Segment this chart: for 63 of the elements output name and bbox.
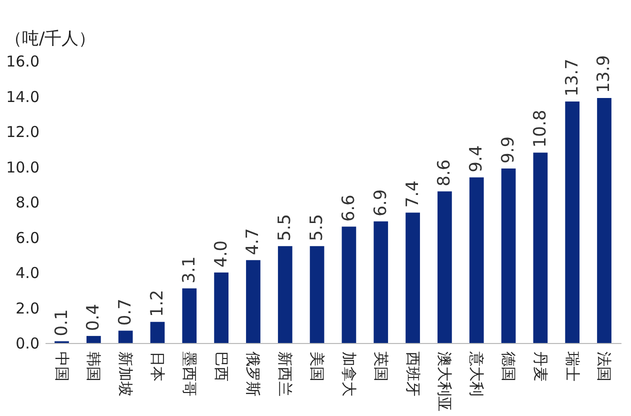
y-tick-label: 16.0 (6, 52, 40, 70)
bar (310, 246, 324, 343)
x-tick-label: 加拿大 (340, 352, 358, 396)
bar (150, 322, 165, 343)
x-tick-label: 英国 (372, 352, 390, 382)
data-label: 10.8 (530, 110, 550, 148)
bar (278, 246, 292, 343)
data-label: 5.5 (307, 214, 328, 242)
bar (438, 191, 452, 343)
bar (342, 226, 356, 343)
data-label: 9.4 (466, 145, 487, 172)
x-tick-label: 日本 (148, 352, 166, 382)
data-label: 13.9 (594, 55, 614, 94)
data-label: 8.6 (434, 159, 455, 186)
data-label: 6.6 (338, 194, 359, 222)
bar (469, 177, 484, 343)
x-tick-label: 巴西 (212, 352, 230, 382)
x-tick-label: 新加坡 (116, 352, 135, 396)
data-label: 0.7 (116, 298, 136, 326)
bar (118, 330, 133, 343)
x-tick-label: 新西兰 (276, 352, 294, 396)
x-tick-label: 澳大利亚 (436, 352, 454, 412)
x-tick-label: 瑞士 (563, 352, 582, 382)
x-tick-label: 美国 (308, 352, 326, 382)
data-label: 1.2 (147, 290, 168, 317)
y-tick-label: 10.0 (6, 158, 40, 176)
x-tick-label: 墨西哥 (180, 352, 198, 396)
y-tick-label: 4.0 (16, 264, 40, 282)
x-tick-label: 德国 (500, 352, 518, 382)
data-label: 4.7 (243, 228, 264, 256)
data-label: 13.7 (562, 58, 582, 97)
y-tick-label: 2.0 (16, 299, 40, 318)
data-label: 4.0 (211, 240, 232, 268)
bar (214, 272, 228, 343)
bar (565, 102, 580, 343)
bar (597, 98, 612, 343)
data-label: 6.9 (370, 189, 391, 216)
bar (182, 288, 197, 343)
data-label: 5.5 (275, 214, 296, 242)
x-tick-label: 法国 (595, 352, 614, 382)
bar (246, 260, 260, 343)
data-label: 7.4 (402, 180, 423, 208)
x-tick-label: 意大利 (468, 350, 486, 396)
y-tick-label: 6.0 (16, 228, 40, 247)
data-label: 0.1 (52, 309, 72, 336)
y-axis-title: （吨/千人） (5, 29, 96, 49)
x-tick-label: 丹麦 (531, 352, 550, 382)
bar (406, 212, 420, 343)
bar (533, 152, 548, 343)
x-tick-label: 韩国 (84, 352, 103, 382)
data-label: 9.9 (498, 136, 519, 164)
bar (501, 168, 516, 343)
x-tick-label: 中国 (52, 352, 71, 382)
bar (86, 336, 101, 343)
data-label: 0.4 (84, 304, 104, 331)
y-tick-label: 12.0 (6, 123, 40, 141)
data-label: 3.1 (179, 256, 200, 284)
bar (374, 221, 388, 343)
y-tick-label: 14.0 (6, 88, 40, 106)
x-tick-label: 西班牙 (404, 352, 422, 396)
x-tick-label: 俄罗斯 (244, 352, 262, 396)
y-tick-label: 8.0 (16, 194, 40, 212)
y-tick-label: 0.0 (16, 334, 40, 352)
